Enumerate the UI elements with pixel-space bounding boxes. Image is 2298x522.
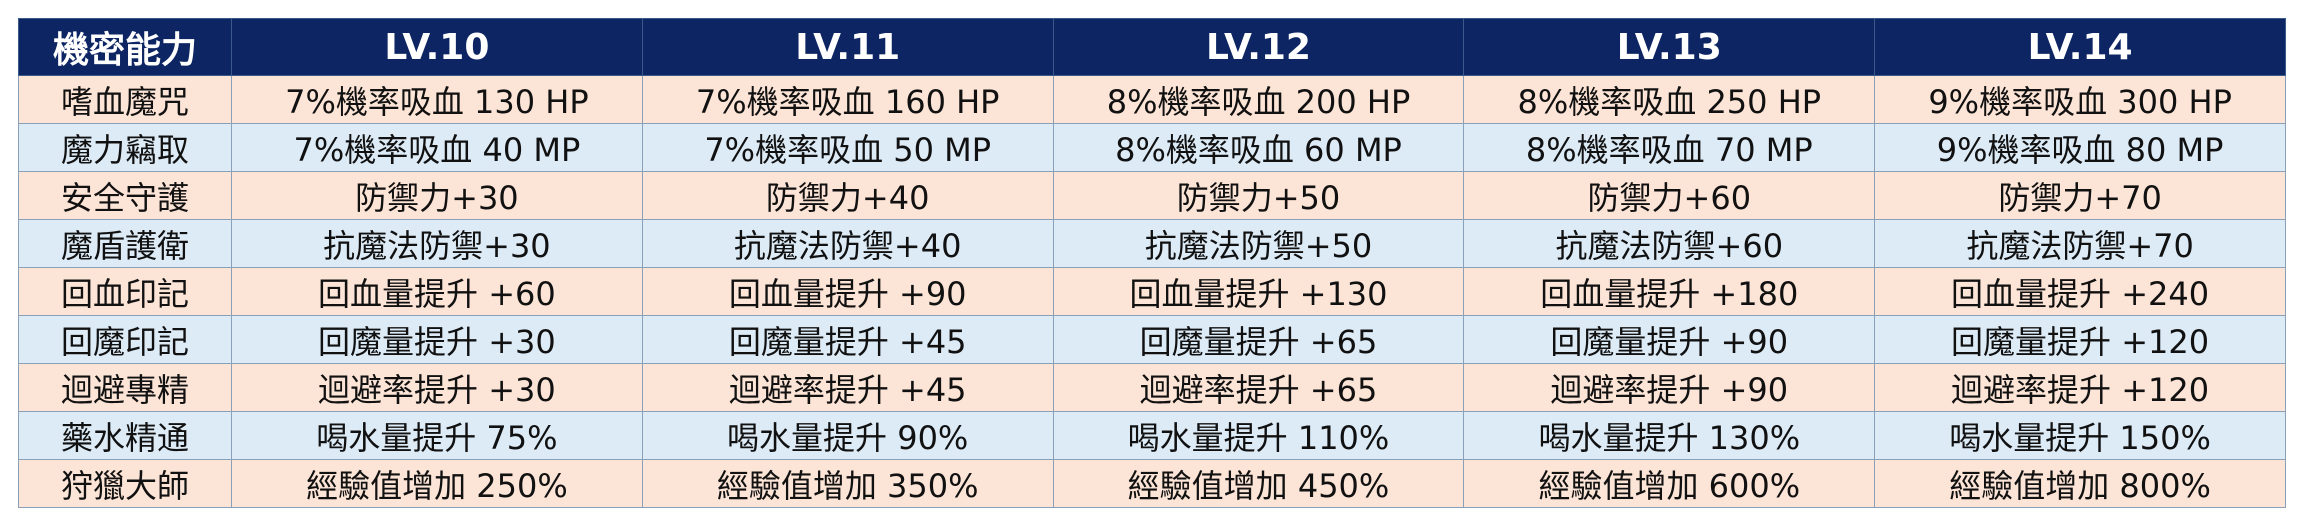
- skill-name: 藥水精通: [18, 411, 232, 460]
- level-cell: 7%機率吸血 50 MP: [641, 123, 1054, 172]
- table-row: 魔力竊取 7%機率吸血 40 MP 7%機率吸血 50 MP 8%機率吸血 60 MP…: [18, 123, 2286, 172]
- level-cell: 7%機率吸血 160 HP: [641, 75, 1054, 124]
- header-cell: LV.11: [641, 18, 1054, 76]
- level-cell: 抗魔法防禦+40: [641, 219, 1054, 268]
- skill-name: 回血印記: [18, 267, 232, 316]
- level-cell: 迴避率提升 +120: [1874, 363, 2286, 412]
- level-cell: 抗魔法防禦+30: [231, 219, 643, 268]
- level-cell: 回血量提升 +240: [1874, 267, 2286, 316]
- level-cell: 迴避率提升 +45: [641, 363, 1054, 412]
- level-cell: 抗魔法防禦+70: [1874, 219, 2286, 268]
- level-cell: 8%機率吸血 200 HP: [1052, 75, 1465, 124]
- skill-table: 機密能力 LV.10 LV.11 LV.12 LV.13 LV.14 嗜血魔咒 7%機率吸血…: [18, 18, 2286, 508]
- level-cell: 回血量提升 +130: [1052, 267, 1465, 316]
- level-cell: 防禦力+60: [1463, 171, 1876, 220]
- level-cell: 抗魔法防禦+50: [1052, 219, 1465, 268]
- table-row: 回魔印記 回魔量提升 +30 回魔量提升 +45 回魔量提升 +65 回魔量提升 +90…: [18, 315, 2286, 364]
- header-cell: LV.10: [231, 18, 643, 76]
- level-cell: 回血量提升 +180: [1463, 267, 1876, 316]
- level-cell: 防禦力+30: [231, 171, 643, 220]
- level-cell: 經驗值增加 450%: [1052, 459, 1465, 508]
- level-cell: 防禦力+40: [641, 171, 1054, 220]
- skill-name: 魔盾護衛: [18, 219, 232, 268]
- level-cell: 迴避率提升 +65: [1052, 363, 1465, 412]
- level-cell: 7%機率吸血 40 MP: [231, 123, 643, 172]
- level-cell: 9%機率吸血 80 MP: [1874, 123, 2286, 172]
- level-cell: 8%機率吸血 250 HP: [1463, 75, 1876, 124]
- header-row: 機密能力 LV.10 LV.11 LV.12 LV.13 LV.14: [18, 18, 2286, 76]
- table-row: 狩獵大師 經驗值增加 250% 經驗值增加 350% 經驗值增加 450% 經驗值增加 …: [18, 459, 2286, 508]
- level-cell: 9%機率吸血 300 HP: [1874, 75, 2286, 124]
- skill-name: 安全守護: [18, 171, 232, 220]
- level-cell: 回魔量提升 +65: [1052, 315, 1465, 364]
- level-cell: 7%機率吸血 130 HP: [231, 75, 643, 124]
- level-cell: 迴避率提升 +90: [1463, 363, 1876, 412]
- level-cell: 喝水量提升 150%: [1874, 411, 2286, 460]
- level-cell: 回血量提升 +60: [231, 267, 643, 316]
- level-cell: 回魔量提升 +90: [1463, 315, 1876, 364]
- table-row: 藥水精通 喝水量提升 75% 喝水量提升 90% 喝水量提升 110% 喝水量提升 13…: [18, 411, 2286, 460]
- level-cell: 喝水量提升 110%: [1052, 411, 1465, 460]
- level-cell: 喝水量提升 130%: [1463, 411, 1876, 460]
- table-row: 回血印記 回血量提升 +60 回血量提升 +90 回血量提升 +130 回血量提升 +1…: [18, 267, 2286, 316]
- header-cell: LV.12: [1052, 18, 1465, 76]
- level-cell: 經驗值增加 250%: [231, 459, 643, 508]
- level-cell: 防禦力+70: [1874, 171, 2286, 220]
- skill-name: 回魔印記: [18, 315, 232, 364]
- skill-name: 嗜血魔咒: [18, 75, 232, 124]
- table-row: 迴避專精 迴避率提升 +30 迴避率提升 +45 迴避率提升 +65 迴避率提升 +90…: [18, 363, 2286, 412]
- level-cell: 回血量提升 +90: [641, 267, 1054, 316]
- level-cell: 經驗值增加 350%: [641, 459, 1054, 508]
- table-body: 嗜血魔咒 7%機率吸血 130 HP 7%機率吸血 160 HP 8%機率吸血 200…: [18, 75, 2286, 508]
- level-cell: 經驗值增加 800%: [1874, 459, 2286, 508]
- table-row: 安全守護 防禦力+30 防禦力+40 防禦力+50 防禦力+60 防禦力+70: [18, 171, 2286, 220]
- header-cell: 機密能力: [18, 18, 232, 76]
- level-cell: 喝水量提升 75%: [231, 411, 643, 460]
- level-cell: 回魔量提升 +45: [641, 315, 1054, 364]
- level-cell: 回魔量提升 +30: [231, 315, 643, 364]
- header-cell: LV.14: [1874, 18, 2286, 76]
- header-cell: LV.13: [1463, 18, 1876, 76]
- level-cell: 防禦力+50: [1052, 171, 1465, 220]
- level-cell: 8%機率吸血 60 MP: [1052, 123, 1465, 172]
- level-cell: 喝水量提升 90%: [641, 411, 1054, 460]
- level-cell: 經驗值增加 600%: [1463, 459, 1876, 508]
- level-cell: 回魔量提升 +120: [1874, 315, 2286, 364]
- skill-name: 魔力竊取: [18, 123, 232, 172]
- level-cell: 抗魔法防禦+60: [1463, 219, 1876, 268]
- table-row: 嗜血魔咒 7%機率吸血 130 HP 7%機率吸血 160 HP 8%機率吸血 200…: [18, 75, 2286, 124]
- skill-name: 迴避專精: [18, 363, 232, 412]
- table-row: 魔盾護衛 抗魔法防禦+30 抗魔法防禦+40 抗魔法防禦+50 抗魔法防禦+60 抗魔法防…: [18, 219, 2286, 268]
- level-cell: 迴避率提升 +30: [231, 363, 643, 412]
- level-cell: 8%機率吸血 70 MP: [1463, 123, 1876, 172]
- skill-name: 狩獵大師: [18, 459, 232, 508]
